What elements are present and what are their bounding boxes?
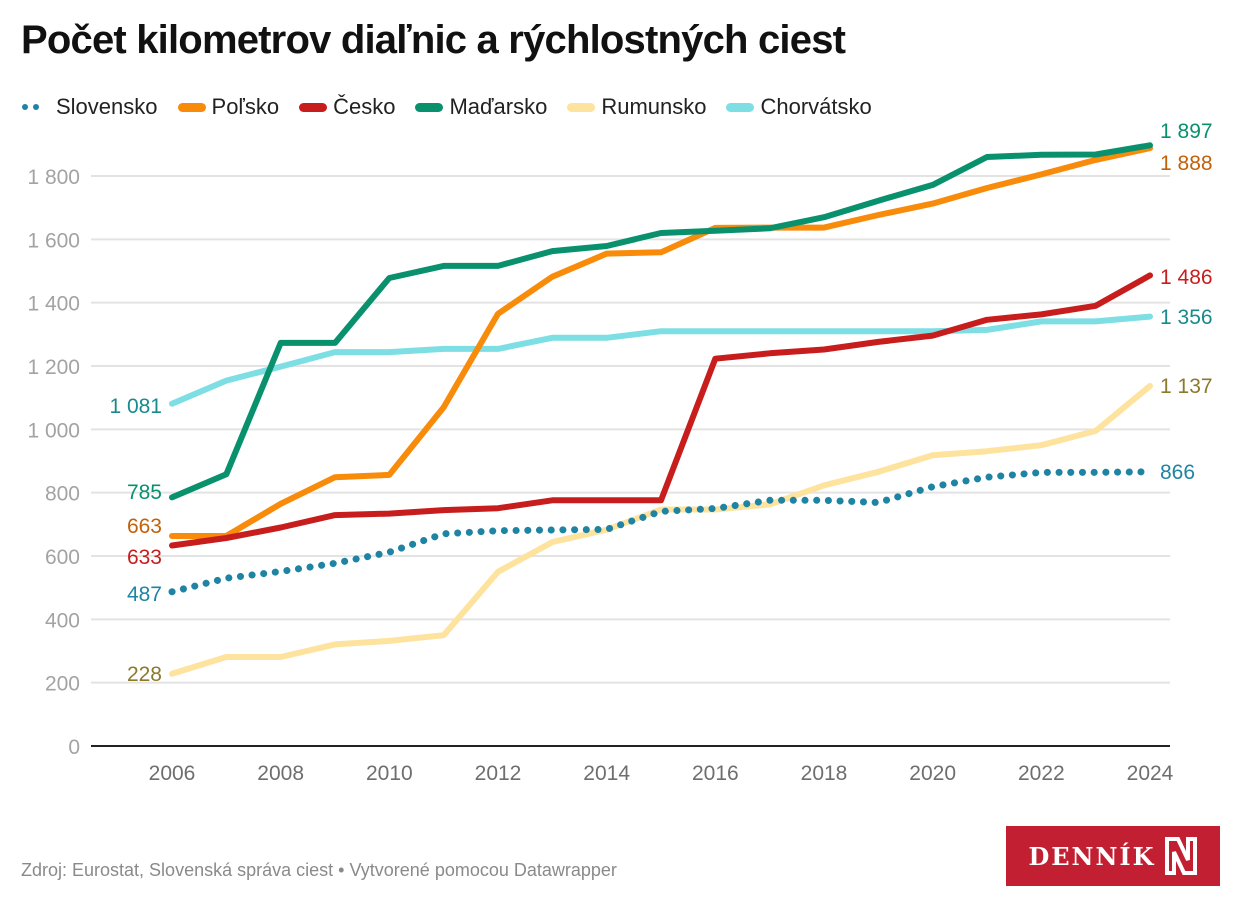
x-tick-label: 2018 <box>801 762 848 785</box>
legend-item-rumunsko: Rumunsko <box>567 94 706 120</box>
x-tick-label: 2012 <box>475 762 522 785</box>
y-tick-label: 1 000 <box>27 419 80 442</box>
start-value-label: 1 081 <box>109 395 162 418</box>
series-line-Poľsko <box>169 145 1153 539</box>
source-note: Zdroj: Eurostat, Slovenská správa ciest … <box>21 860 617 880</box>
legend-label: Chorvátsko <box>760 94 872 119</box>
start-value-label: 487 <box>127 583 162 606</box>
end-value-label: 1 897 <box>1160 120 1213 143</box>
x-tick-label: 2006 <box>149 762 196 785</box>
start-value-label: 663 <box>127 515 162 538</box>
y-tick-label: 1 200 <box>27 356 80 379</box>
line-marker-icon <box>726 102 755 112</box>
line-chart: 0 200 400 600 800 1 000 1 200 1 400 1 600 1 800 2… <box>27 120 1212 785</box>
x-tick-label: 2020 <box>909 762 956 785</box>
y-tick-label: 200 <box>45 673 80 696</box>
data-series <box>168 142 1154 677</box>
data-labels: 487 866 663 1 888 633 1 486 785 1 897 228 1 137 1 … <box>109 120 1212 686</box>
x-tick-label: 2022 <box>1018 762 1065 785</box>
line-marker-icon <box>567 102 596 112</box>
y-tick-label: 800 <box>45 483 80 506</box>
end-value-label: 1 888 <box>1160 152 1213 175</box>
start-value-label: 633 <box>127 546 162 569</box>
series-line-Maďarsko <box>169 142 1153 501</box>
legend-item-chorvatsko: Chorvátsko <box>726 94 872 120</box>
series-line-Česko <box>169 272 1153 549</box>
legend-label: Česko <box>333 94 396 119</box>
legend-item-madarsko: Maďarsko <box>415 94 547 120</box>
y-tick-label: 1 400 <box>27 293 80 316</box>
series-line-Slovensko <box>168 468 1154 596</box>
y-axis-ticks: 0 200 400 600 800 1 000 1 200 1 400 1 600 1 800 <box>27 166 80 759</box>
y-tick-label: 1 600 <box>27 229 80 252</box>
y-tick-label: 400 <box>45 609 80 632</box>
legend-item-polsko: Poľsko <box>177 94 280 120</box>
line-marker-icon <box>299 102 328 112</box>
end-value-label: 866 <box>1160 461 1195 484</box>
dotted-line-marker-icon <box>22 103 50 112</box>
x-axis-ticks: 2006 2008 2010 2012 2014 2016 2018 2020 2022 2024 <box>149 762 1174 785</box>
x-tick-label: 2014 <box>583 762 630 785</box>
series-line-Chorvátsko <box>169 313 1153 407</box>
x-tick-label: 2024 <box>1127 762 1174 785</box>
legend-item-cesko: Česko <box>299 94 395 120</box>
start-value-label: 228 <box>127 663 162 686</box>
line-marker-icon <box>415 102 444 112</box>
end-value-label: 1 356 <box>1160 306 1213 329</box>
legend-label: Slovensko <box>56 94 158 119</box>
chart-legend: Slovensko Poľsko Česko Maďarsko Rumunsko… <box>22 94 892 120</box>
y-tick-label: 600 <box>45 546 80 569</box>
legend-label: Poľsko <box>211 94 280 119</box>
chart-title: Počet kilometrov diaľnic a rýchlostných … <box>21 18 846 62</box>
y-tick-label: 1 800 <box>27 166 80 189</box>
series-line-Rumunsko <box>169 382 1153 677</box>
legend-label: Rumunsko <box>601 94 707 119</box>
dennik-n-logo[interactable]: DENNÍK <box>1006 826 1220 886</box>
x-tick-label: 2008 <box>257 762 304 785</box>
y-tick-label: 0 <box>68 736 80 759</box>
legend-label: Maďarsko <box>449 94 548 119</box>
gridlines <box>91 175 1170 684</box>
end-value-label: 1 137 <box>1160 375 1213 398</box>
legend-item-slovensko: Slovensko <box>22 94 158 120</box>
n-logo-icon <box>1164 837 1197 875</box>
x-tick-label: 2010 <box>366 762 413 785</box>
end-value-label: 1 486 <box>1160 266 1213 289</box>
x-tick-label: 2016 <box>692 762 739 785</box>
logo-text: DENNÍK <box>1028 841 1156 871</box>
line-marker-icon <box>177 102 206 112</box>
start-value-label: 785 <box>127 481 162 504</box>
